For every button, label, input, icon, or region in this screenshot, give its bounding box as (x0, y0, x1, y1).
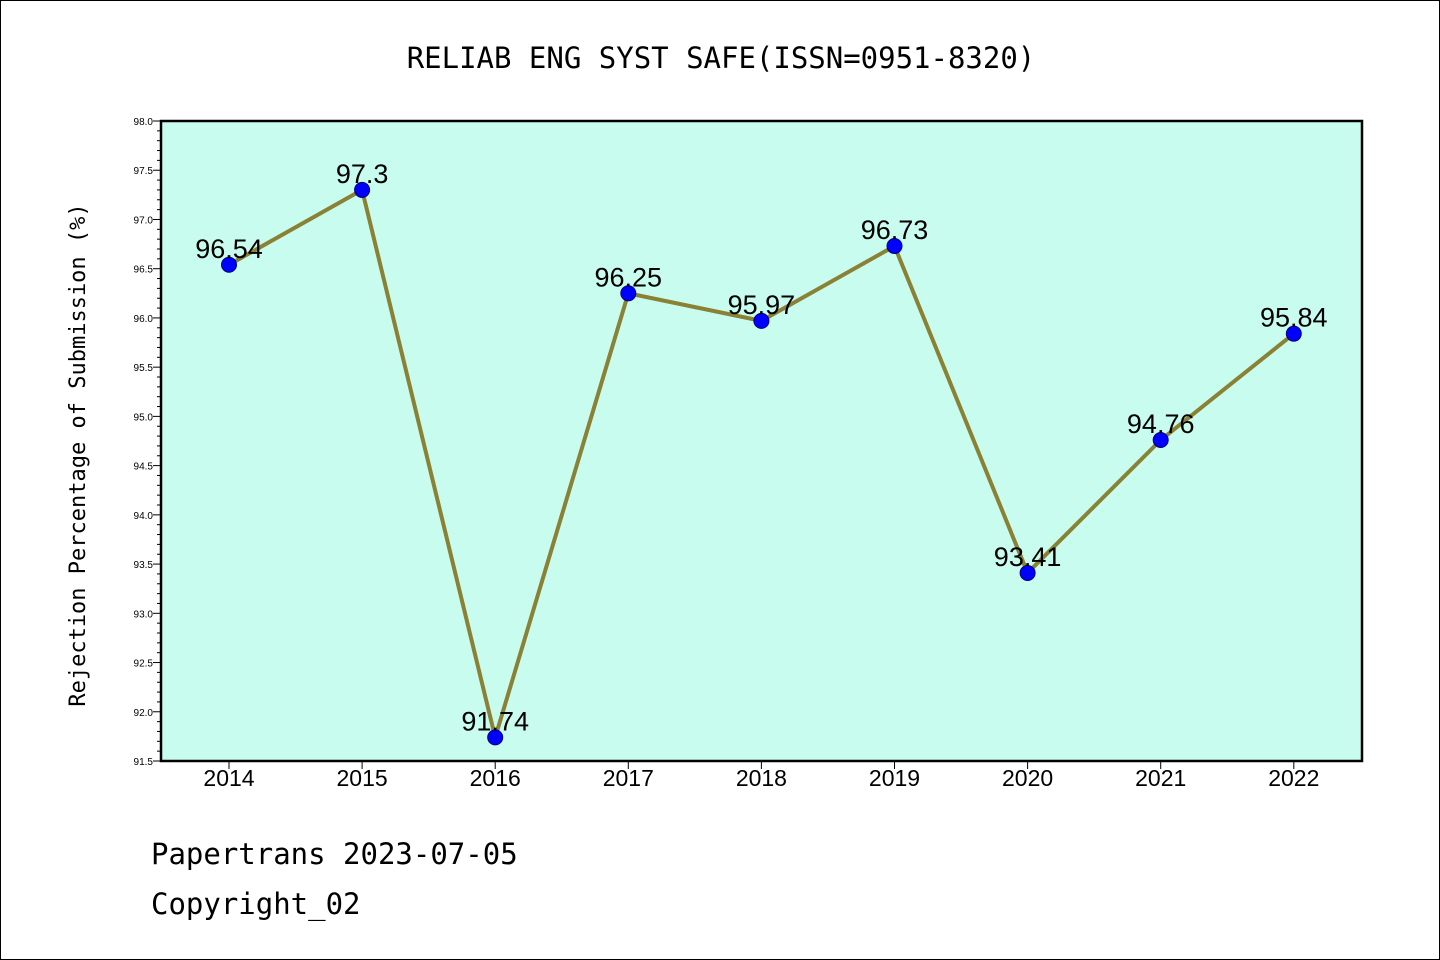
x-tick-label: 2021 (1135, 765, 1186, 791)
y-tick-label: 93.5 (134, 560, 154, 571)
data-labels: 96.54 97.3 91.74 96.25 95.97 96.73 93.41 94.76 9… (195, 159, 1327, 736)
data-point-label: 93.41 (994, 542, 1062, 572)
data-point-marker (354, 181, 371, 198)
data-point-marker (620, 285, 637, 302)
x-tick-label: 2015 (337, 765, 388, 791)
x-tick-label: 2016 (470, 765, 521, 791)
y-tick-label: 95.0 (134, 412, 154, 423)
plot-frame (159, 119, 1364, 763)
y-axis: 91.5 92.0 92.5 93.0 93.5 94.0 94.5 95.0 95.5 96.0… (134, 117, 161, 768)
data-point-marker (1152, 432, 1169, 449)
data-point-label: 96.73 (861, 215, 929, 245)
x-tick-label: 2017 (603, 765, 654, 791)
y-tick-label: 94.0 (134, 511, 154, 522)
x-tick-label: 2020 (1002, 765, 1053, 791)
data-point-marker (487, 729, 504, 746)
data-point-marker (221, 256, 237, 273)
y-tick-label: 91.5 (134, 757, 154, 768)
data-point-marker (753, 312, 770, 329)
footer-date-text: Papertrans 2023-07-05 (151, 837, 518, 871)
y-axis-label: Rejection Percentage of Submission (%) (66, 203, 91, 706)
x-tick-label: 2014 (203, 765, 254, 791)
data-point-label: 95.97 (728, 290, 796, 320)
x-axis: 2014 2015 2016 2017 2018 2019 2020 2021 2022 (203, 761, 1319, 791)
y-tick-label: 92.0 (134, 708, 154, 719)
data-point-label: 91.74 (461, 706, 529, 736)
data-point-marker (1019, 564, 1036, 581)
data-point-label: 97.3 (336, 159, 389, 189)
x-tick-label: 2022 (1268, 765, 1319, 791)
y-tick-label: 97.0 (134, 215, 154, 226)
y-tick-label: 98.0 (134, 117, 154, 128)
plot-area (161, 121, 1362, 761)
chart-title: RELIAB ENG SYST SAFE(ISSN=0951-8320) (407, 41, 1036, 75)
data-point-label: 95.84 (1260, 303, 1328, 333)
y-tick-label: 96.0 (134, 314, 154, 325)
data-point-label: 94.76 (1127, 409, 1195, 439)
y-tick-label: 95.5 (134, 363, 154, 374)
data-point-marker (1285, 325, 1302, 342)
y-tick-label: 92.5 (134, 659, 154, 670)
y-tick-label: 96.5 (134, 265, 154, 276)
x-tick-label: 2018 (736, 765, 787, 791)
data-points (221, 181, 1302, 746)
y-tick-label: 93.0 (134, 609, 154, 620)
x-tick-label: 2019 (869, 765, 920, 791)
data-point-label: 96.54 (195, 234, 263, 264)
data-point-label: 96.25 (595, 262, 663, 292)
y-tick-label: 97.5 (134, 166, 154, 177)
footer-copyright-text: Copyright_02 (151, 887, 361, 921)
y-tick-label: 94.5 (134, 462, 154, 473)
data-point-marker (886, 238, 903, 255)
